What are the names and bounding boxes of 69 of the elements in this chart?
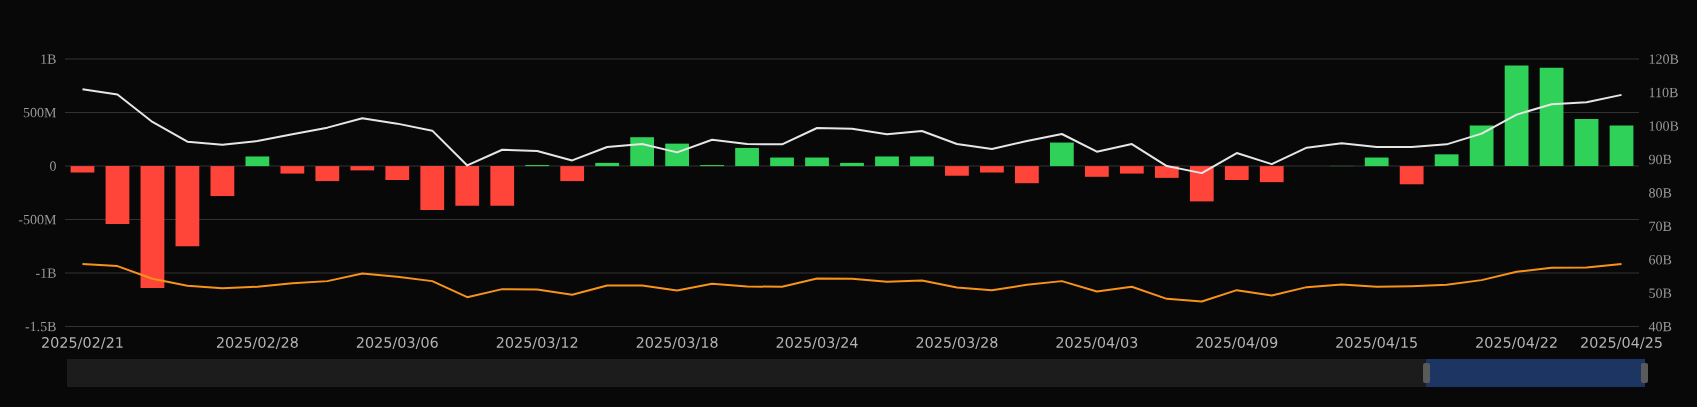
bar xyxy=(1154,166,1179,178)
bar xyxy=(805,157,829,167)
x-tick-label: 2025/03/28 xyxy=(916,336,998,350)
bar xyxy=(770,157,794,167)
bar xyxy=(1015,166,1039,184)
bar xyxy=(385,166,410,181)
bar xyxy=(1049,142,1074,167)
y-tick-label: -1B xyxy=(35,268,56,278)
bar xyxy=(1189,166,1214,202)
bar xyxy=(910,156,934,167)
x-tick-label: 2025/03/18 xyxy=(636,336,718,350)
y2-tick-label: 90B xyxy=(1649,154,1672,165)
bar xyxy=(1119,166,1144,174)
y2-tick-label: 50B xyxy=(1649,288,1672,298)
x-tick-label: 2025/04/15 xyxy=(1336,336,1417,350)
bar xyxy=(1399,166,1424,185)
y2-tick-label: 100B xyxy=(1649,121,1679,131)
bar xyxy=(1364,157,1389,167)
y2-tick-label: 70B xyxy=(1649,221,1672,232)
y-tick-label: 500M xyxy=(23,107,57,118)
bar xyxy=(1469,125,1494,167)
bar xyxy=(1609,125,1634,167)
bar xyxy=(1084,166,1109,177)
y-tick-label: 1B xyxy=(41,54,56,64)
bar xyxy=(1434,154,1459,167)
bar xyxy=(490,166,515,206)
bar xyxy=(560,166,585,182)
bar xyxy=(315,166,340,182)
x-tick-label: 2025/03/12 xyxy=(496,336,578,350)
x-tick-label: 2025/04/25 xyxy=(1581,336,1662,350)
y2-tick-label: 110B xyxy=(1649,87,1678,98)
bar xyxy=(175,166,200,247)
bar xyxy=(280,166,305,174)
bar xyxy=(1259,166,1284,183)
bar xyxy=(105,166,130,224)
y-tick-label: -500M xyxy=(18,214,57,225)
bar xyxy=(735,147,759,167)
bar xyxy=(945,166,969,176)
bar xyxy=(840,162,864,167)
y-tick-label: 0 xyxy=(50,161,56,171)
line-series xyxy=(81,263,1623,303)
bar xyxy=(1574,119,1599,167)
bar xyxy=(630,137,655,167)
x-tick-label: 2025/02/21 xyxy=(42,336,123,350)
bar xyxy=(210,166,235,197)
x-tick-label: 2025/02/28 xyxy=(216,336,298,350)
y2-tick-label: 60B xyxy=(1649,255,1672,265)
bar xyxy=(455,166,480,206)
bar xyxy=(140,166,165,289)
bar xyxy=(1504,65,1529,167)
bar xyxy=(595,162,620,167)
y2-tick-label: 120B xyxy=(1649,54,1679,64)
line-series xyxy=(81,88,1623,175)
y2-tick-label: 80B xyxy=(1649,188,1672,198)
x-tick-label: 2025/03/24 xyxy=(776,336,858,350)
bar xyxy=(1224,166,1249,181)
bar xyxy=(70,166,95,173)
x-tick-label: 2025/04/09 xyxy=(1196,336,1278,350)
x-tick-label: 2025/04/03 xyxy=(1056,336,1138,350)
x-tick-label: 2025/04/22 xyxy=(1476,336,1557,350)
bar xyxy=(245,156,270,167)
bar xyxy=(980,166,1004,173)
bar xyxy=(420,166,445,210)
x-tick-label: 2025/03/06 xyxy=(356,336,438,350)
bar xyxy=(875,156,899,167)
bar xyxy=(350,166,375,171)
bar xyxy=(1539,67,1564,167)
y2-tick-label: 40B xyxy=(1648,321,1672,332)
y-tick-label: -1.5B xyxy=(25,321,56,332)
